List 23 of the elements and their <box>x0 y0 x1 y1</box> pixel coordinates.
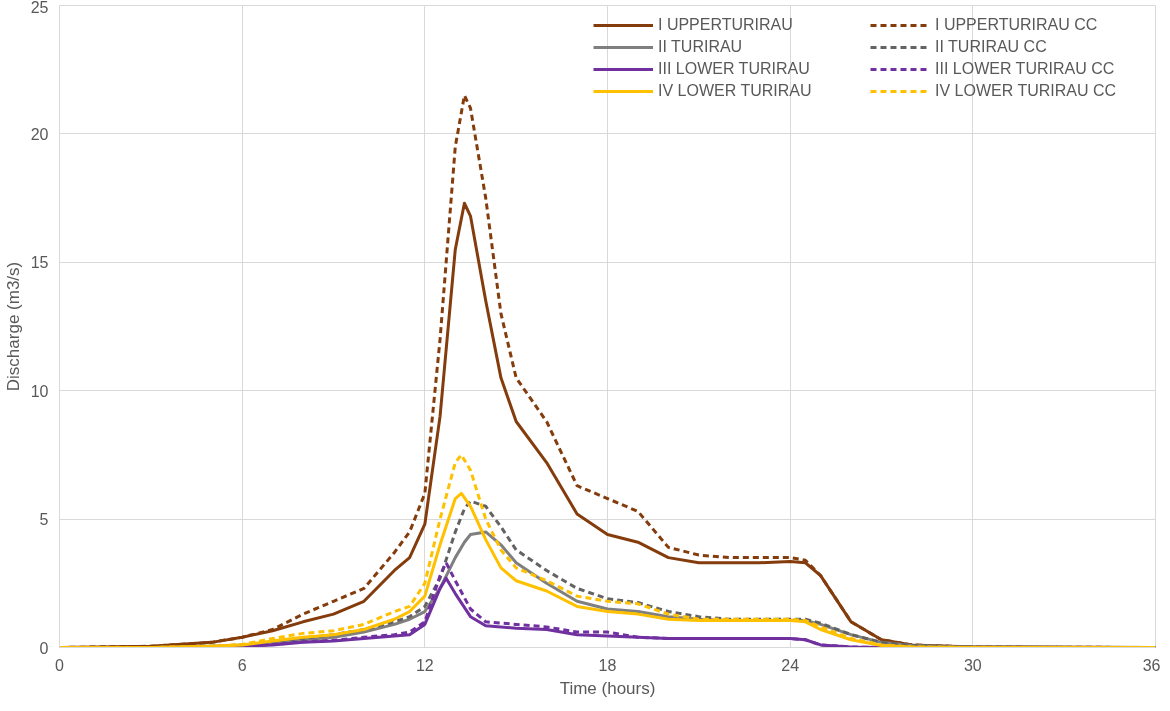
x-axis-title: Time (hours) <box>559 678 656 698</box>
legend-label: III LOWER TURIRAU <box>658 60 811 78</box>
y-tick-label: 0 <box>39 639 49 657</box>
legend-label: IV LOWER TURIRAU CC <box>935 82 1118 100</box>
legend-label: II TURIRAU CC <box>935 38 1048 56</box>
y-tick-label: 15 <box>30 254 49 272</box>
y-tick-label: 20 <box>30 125 49 143</box>
x-tick-label: 18 <box>598 656 617 674</box>
legend-label: I UPPERTURIRAU CC <box>935 16 1099 34</box>
legend-label: III LOWER TURIRAU CC <box>935 60 1116 78</box>
y-tick-label: 25 <box>30 0 49 16</box>
legend-label: II TURIRAU <box>658 38 744 56</box>
legend-label: IV LOWER TURIRAU <box>658 82 813 100</box>
x-tick-label: 24 <box>781 656 800 674</box>
x-tick-label: 0 <box>55 656 65 674</box>
x-tick-label: 36 <box>1142 656 1161 674</box>
x-tick-label: 30 <box>963 656 982 674</box>
x-tick-label: 6 <box>237 656 247 674</box>
x-tick-label: 12 <box>415 656 434 674</box>
y-tick-label: 10 <box>30 382 49 400</box>
legend-label: I UPPERTURIRAU <box>658 16 794 34</box>
y-tick-label: 5 <box>39 511 49 529</box>
y-axis-title: Discharge (m3/s) <box>3 261 23 392</box>
